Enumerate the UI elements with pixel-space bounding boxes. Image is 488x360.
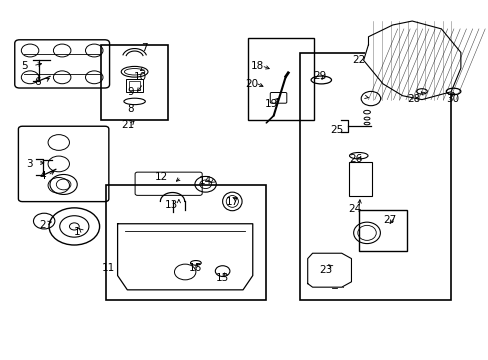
Text: 30: 30 bbox=[445, 94, 458, 104]
Bar bbox=[106, 185, 266, 300]
Text: 26: 26 bbox=[349, 154, 362, 164]
Polygon shape bbox=[363, 21, 460, 100]
Text: 20: 20 bbox=[244, 78, 258, 89]
Text: 23: 23 bbox=[319, 265, 332, 275]
FancyBboxPatch shape bbox=[270, 93, 286, 103]
Bar bbox=[300, 53, 450, 300]
Text: 2: 2 bbox=[40, 220, 46, 230]
Bar bbox=[358, 210, 407, 251]
Text: 24: 24 bbox=[348, 204, 361, 214]
Text: 21: 21 bbox=[121, 120, 134, 130]
Text: 1: 1 bbox=[73, 227, 80, 237]
Text: 6: 6 bbox=[35, 77, 41, 87]
Text: 7: 7 bbox=[141, 43, 148, 53]
Bar bbox=[248, 38, 313, 120]
Text: 5: 5 bbox=[21, 61, 28, 71]
Polygon shape bbox=[307, 253, 351, 287]
Text: 22: 22 bbox=[351, 55, 365, 65]
Text: 9: 9 bbox=[127, 87, 133, 98]
Text: 3: 3 bbox=[26, 159, 33, 169]
Text: 16: 16 bbox=[189, 262, 202, 273]
Bar bbox=[101, 45, 168, 120]
Text: 11: 11 bbox=[102, 262, 115, 273]
Bar bbox=[331, 282, 336, 288]
Text: 29: 29 bbox=[313, 71, 326, 81]
Text: 14: 14 bbox=[199, 176, 212, 186]
Text: 27: 27 bbox=[383, 215, 396, 225]
Bar bbox=[324, 280, 329, 286]
Text: 17: 17 bbox=[225, 197, 239, 207]
Bar bbox=[338, 281, 343, 287]
Text: 10: 10 bbox=[133, 72, 146, 82]
Text: 15: 15 bbox=[216, 273, 229, 283]
Text: 4: 4 bbox=[40, 171, 46, 181]
Text: 25: 25 bbox=[329, 125, 343, 135]
Text: 19: 19 bbox=[264, 99, 277, 109]
Bar bbox=[128, 81, 140, 90]
Text: 8: 8 bbox=[127, 104, 133, 113]
Bar bbox=[348, 162, 372, 196]
Text: 18: 18 bbox=[250, 61, 264, 71]
Bar bbox=[125, 78, 143, 92]
Text: 12: 12 bbox=[155, 172, 168, 182]
Text: 28: 28 bbox=[406, 94, 420, 104]
Text: 13: 13 bbox=[164, 200, 178, 210]
